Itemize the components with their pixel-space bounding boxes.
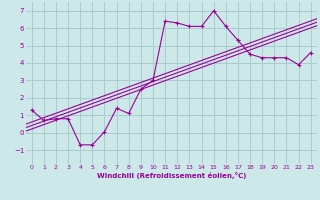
X-axis label: Windchill (Refroidissement éolien,°C): Windchill (Refroidissement éolien,°C)	[97, 172, 246, 179]
